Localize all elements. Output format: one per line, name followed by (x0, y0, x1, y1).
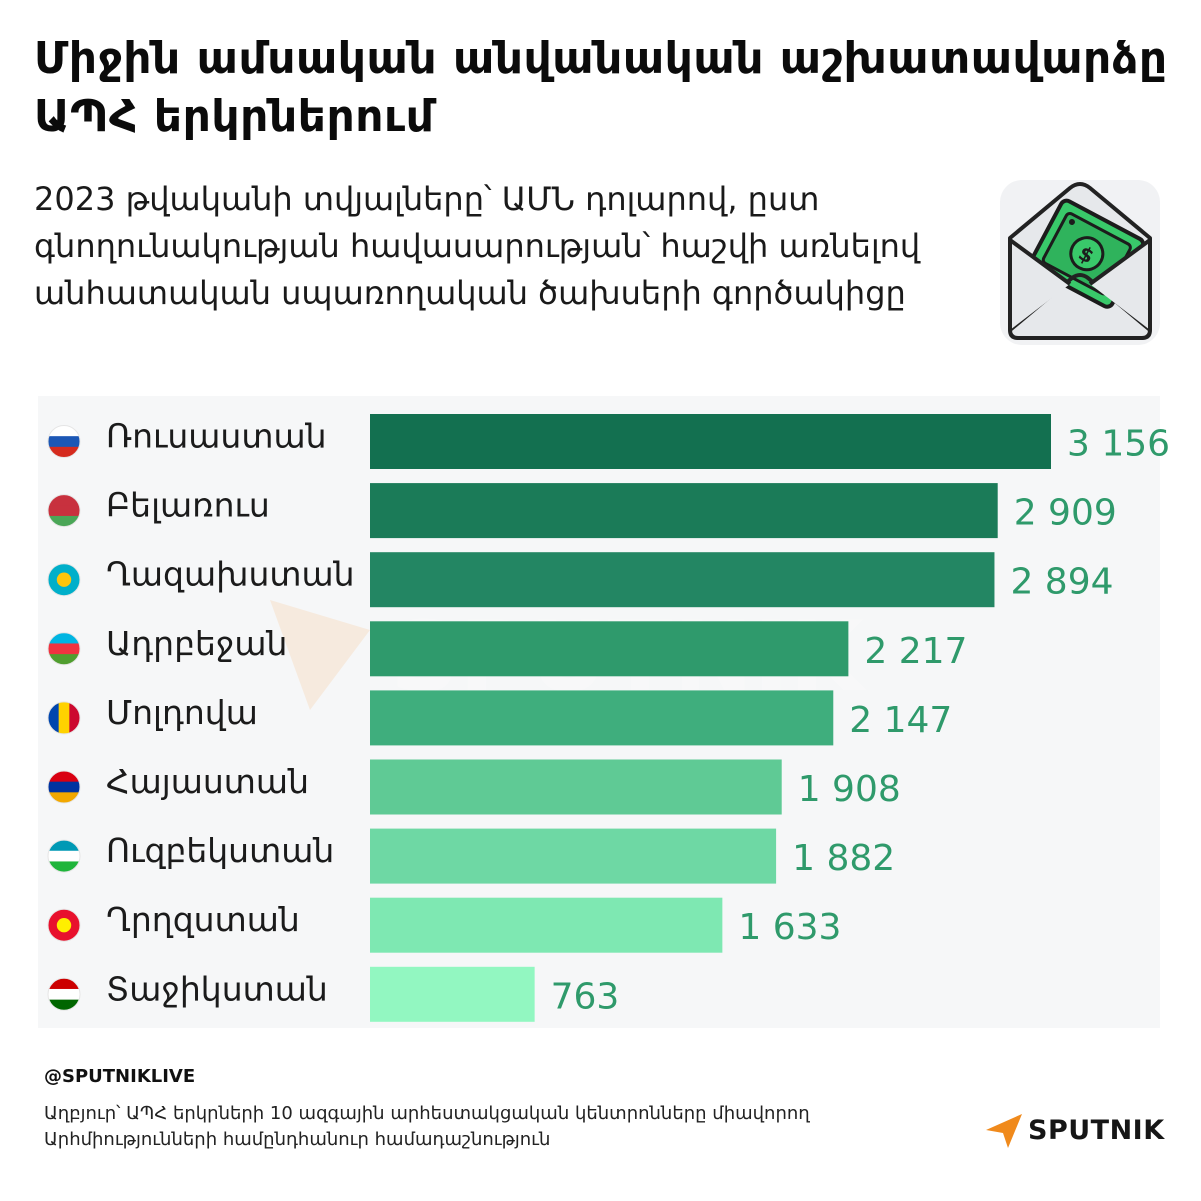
bar (370, 483, 998, 539)
envelope-money-icon: $ (1000, 180, 1160, 345)
value-label: 3 156 (1067, 424, 1170, 465)
value-label: 1 633 (738, 907, 841, 948)
flag-armenia-icon (47, 770, 81, 804)
flag-kazakhstan-icon (47, 563, 81, 597)
flag-belarus-icon (47, 494, 81, 528)
value-labels: 3 156 2 909 2 894 2 217 2 147 1 908 1 882 1 633… (551, 424, 1170, 1018)
bar (370, 621, 849, 677)
flag-azerbaijan-icon (47, 632, 81, 666)
country-label: Մոլդովա (106, 693, 258, 732)
country-labels: Ռուսաստան Բելառուս Ղազախստան Ադրբեջան Մոլդով… (106, 417, 355, 1009)
flag-uzbekistan-icon (47, 839, 81, 873)
value-label: 1 882 (792, 838, 895, 879)
bar (370, 828, 777, 884)
bar (370, 966, 535, 1022)
bar (370, 897, 723, 953)
brand-name: SPUTNIK (1028, 1114, 1165, 1146)
country-label: Տաջիկստան (106, 969, 328, 1008)
value-label: 763 (551, 976, 620, 1017)
value-label: 2 147 (849, 700, 952, 741)
page-subtitle: 2023 թվականի տվյալները՝ ԱՄՆ դոլարով, ըստ… (34, 180, 921, 312)
page-title: Միջին ամսական անվանական աշխատավարձը ԱՊՀ … (34, 33, 1168, 142)
value-label: 2 894 (1010, 562, 1113, 603)
value-label: 2 217 (864, 631, 967, 672)
bar (370, 759, 782, 815)
country-label: Հայաստան (106, 762, 309, 801)
country-label: Ղրղզստան (106, 900, 300, 939)
source-note: Աղբյուր՝ ԱՊՀ երկրների 10 ազգային արհեստա… (44, 1103, 810, 1150)
bar (370, 690, 834, 746)
country-label: Ադրբեջան (106, 624, 287, 663)
bars (370, 414, 1051, 1022)
flag-moldova-icon (47, 701, 81, 735)
social-handle: @SPUTNIKLIVE (44, 1066, 196, 1087)
flag-russia-icon (47, 425, 81, 458)
value-label: 1 908 (798, 769, 901, 810)
country-label: Ղազախստան (106, 555, 355, 594)
brand-logo: SPUTNIK (984, 1108, 1165, 1152)
country-label: Ռուսաստան (106, 417, 327, 456)
flag-tajikistan-icon (47, 977, 81, 1011)
value-label: 2 909 (1014, 493, 1117, 534)
bar (370, 552, 995, 608)
flag-kyrgyzstan-icon (47, 908, 81, 942)
country-label: Ուզբեկստան (106, 831, 334, 870)
country-label: Բելառուս (106, 486, 270, 525)
sputnik-logo-icon (986, 1114, 1022, 1148)
flags-layer (47, 425, 81, 1011)
bar (370, 414, 1051, 469)
